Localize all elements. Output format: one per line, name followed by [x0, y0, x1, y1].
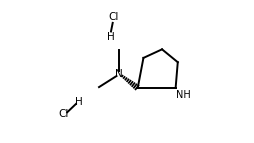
- Text: H: H: [75, 97, 83, 107]
- Text: NH: NH: [176, 90, 191, 100]
- Text: H: H: [107, 32, 115, 42]
- Text: N: N: [115, 69, 123, 79]
- Text: Cl: Cl: [108, 12, 119, 22]
- Text: Cl: Cl: [58, 109, 69, 119]
